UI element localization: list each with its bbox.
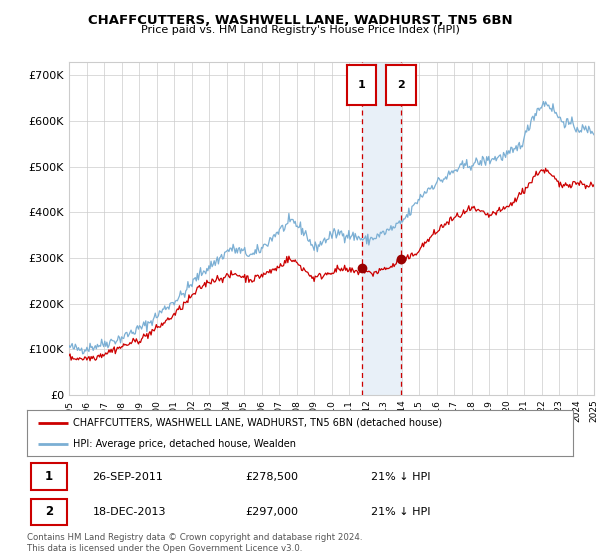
FancyBboxPatch shape: [31, 463, 67, 490]
Bar: [362, 62, 401, 395]
Text: 26-SEP-2011: 26-SEP-2011: [92, 472, 163, 482]
FancyBboxPatch shape: [31, 498, 67, 525]
Text: Price paid vs. HM Land Registry's House Price Index (HPI): Price paid vs. HM Land Registry's House …: [140, 25, 460, 35]
Text: 2: 2: [45, 505, 53, 519]
Text: 1: 1: [45, 470, 53, 483]
Text: CHAFFCUTTERS, WASHWELL LANE, WADHURST, TN5 6BN: CHAFFCUTTERS, WASHWELL LANE, WADHURST, T…: [88, 14, 512, 27]
Text: £297,000: £297,000: [245, 507, 298, 517]
Text: Contains HM Land Registry data © Crown copyright and database right 2024.
This d: Contains HM Land Registry data © Crown c…: [27, 533, 362, 553]
Text: £278,500: £278,500: [245, 472, 298, 482]
Text: CHAFFCUTTERS, WASHWELL LANE, WADHURST, TN5 6BN (detached house): CHAFFCUTTERS, WASHWELL LANE, WADHURST, T…: [73, 418, 443, 428]
Text: HPI: Average price, detached house, Wealden: HPI: Average price, detached house, Weal…: [73, 439, 296, 449]
Text: 21% ↓ HPI: 21% ↓ HPI: [371, 472, 430, 482]
Text: 21% ↓ HPI: 21% ↓ HPI: [371, 507, 430, 517]
Text: 18-DEC-2013: 18-DEC-2013: [92, 507, 166, 517]
